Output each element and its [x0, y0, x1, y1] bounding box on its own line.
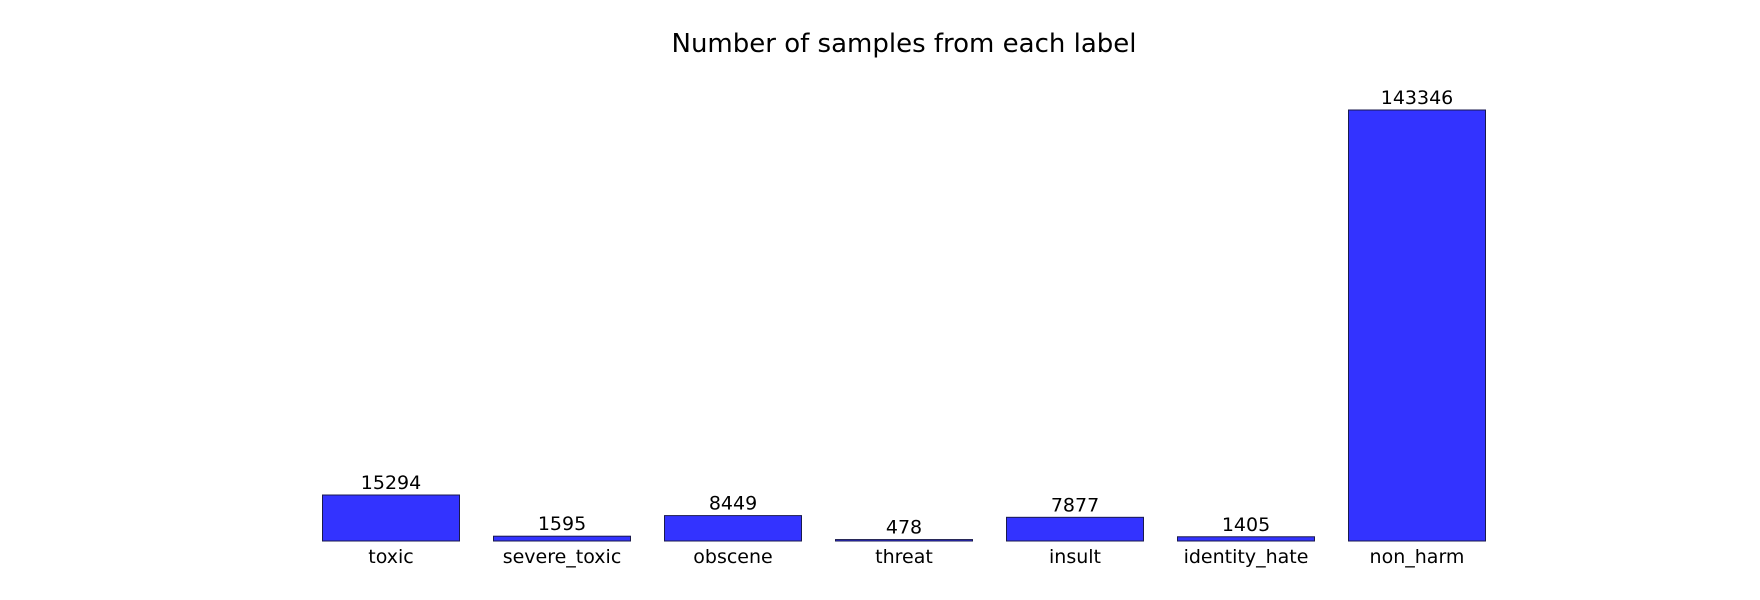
- bar-value-label: 143346: [1381, 87, 1454, 109]
- category-label: severe_toxic: [503, 546, 622, 568]
- bar-obscene: [664, 515, 802, 542]
- chart-title: Number of samples from each label: [672, 29, 1137, 59]
- category-label: insult: [1049, 546, 1101, 568]
- bar-value-label: 8449: [709, 493, 757, 515]
- category-label: non_harm: [1370, 546, 1465, 568]
- bar-identity-hate: [1177, 536, 1315, 542]
- bar-insult: [1006, 516, 1144, 542]
- category-label: obscene: [693, 546, 772, 568]
- category-label: threat: [875, 546, 933, 568]
- bar-toxic: [322, 494, 460, 542]
- bar-severe-toxic: [493, 535, 631, 542]
- bar-value-label: 1405: [1222, 514, 1270, 536]
- bar-non-harm: [1348, 109, 1486, 542]
- category-labels: toxic severe_toxic obscene threat insult iden…: [368, 546, 1464, 568]
- bar-value-labels: 15294 1595 8449 478 7877 1405 143346: [361, 87, 1453, 539]
- bar-value-label: 15294: [361, 472, 421, 494]
- category-label: toxic: [368, 546, 413, 568]
- category-label: identity_hate: [1184, 546, 1309, 568]
- bar-value-label: 478: [886, 517, 922, 539]
- bar-value-label: 1595: [538, 513, 586, 535]
- bar-value-label: 7877: [1051, 494, 1099, 516]
- bars-group: [322, 109, 1486, 542]
- bar-threat: [835, 539, 973, 542]
